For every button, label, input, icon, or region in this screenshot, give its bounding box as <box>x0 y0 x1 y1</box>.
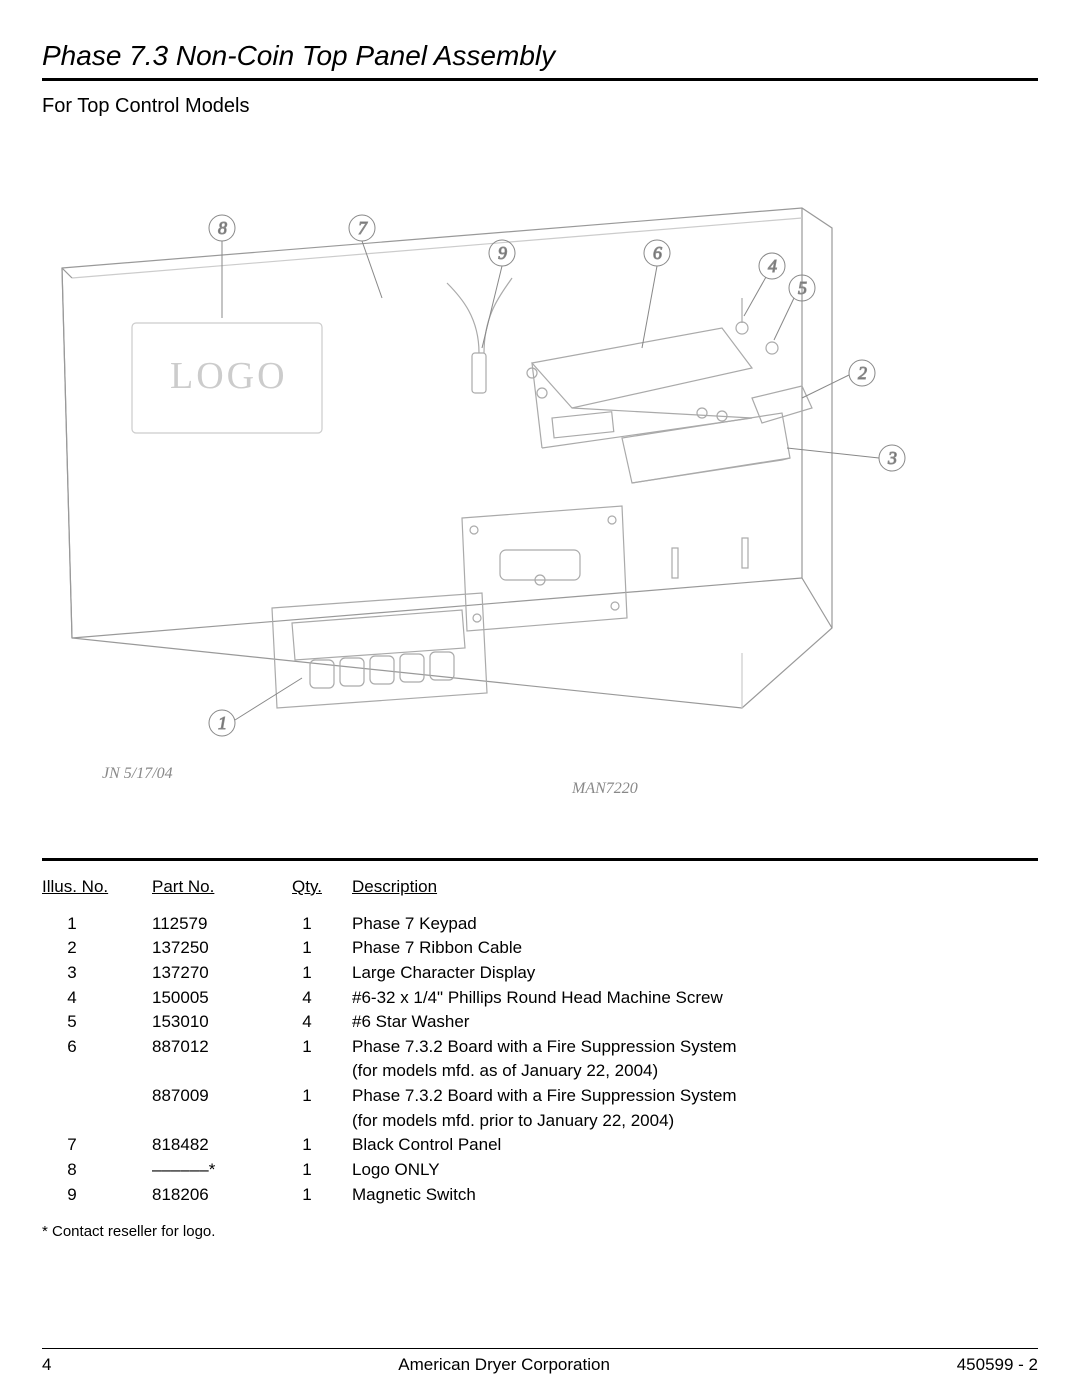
cell-qty: 1 <box>272 1158 342 1183</box>
table-footnote: * Contact reseller for logo. <box>42 1221 1038 1243</box>
assembly-diagram: LOGO <box>42 148 1038 798</box>
cell-part: 153010 <box>152 1010 272 1035</box>
diagram-date: JN 5/17/04 <box>102 765 173 782</box>
cell-part: 137250 <box>152 936 272 961</box>
cell-illus: 9 <box>42 1183 152 1208</box>
cell-part: 818482 <box>152 1133 272 1158</box>
cell-desc: Phase 7.3.2 Board with a Fire Suppressio… <box>342 1084 1038 1109</box>
cell-qty: 1 <box>272 936 342 961</box>
table-row: 31372701Large Character Display <box>42 961 1038 986</box>
cell-desc: Phase 7.3.2 Board with a Fire Suppressio… <box>342 1035 1038 1060</box>
cell-part: 150005 <box>152 986 272 1011</box>
cell-desc: Black Control Panel <box>342 1133 1038 1158</box>
cell-desc: #6 Star Washer <box>342 1010 1038 1035</box>
cell-part: 887009 <box>152 1084 272 1109</box>
callout-1: 1 <box>218 713 227 733</box>
cell-illus: 2 <box>42 936 152 961</box>
callout-3: 3 <box>887 448 897 468</box>
th-part: Part No. <box>152 875 272 900</box>
cell-part: 137270 <box>152 961 272 986</box>
cell-illus: 6 <box>42 1035 152 1060</box>
footer-page: 4 <box>42 1355 51 1375</box>
cell-desc: Logo ONLY <box>342 1158 1038 1183</box>
cell-part <box>152 1109 272 1134</box>
cell-part <box>152 1059 272 1084</box>
logo-placeholder-text: LOGO <box>170 355 288 397</box>
table-body: 11125791Phase 7 Keypad21372501Phase 7 Ri… <box>42 912 1038 1208</box>
parts-table: Illus. No. Part No. Qty. Description 111… <box>42 875 1038 1243</box>
table-row: 11125791Phase 7 Keypad <box>42 912 1038 937</box>
cell-illus <box>42 1109 152 1134</box>
cell-qty <box>272 1109 342 1134</box>
cell-desc: #6-32 x 1/4" Phillips Round Head Machine… <box>342 986 1038 1011</box>
cell-illus: 7 <box>42 1133 152 1158</box>
callout-2: 2 <box>858 363 867 383</box>
cell-qty: 1 <box>272 912 342 937</box>
page-footer: 4 American Dryer Corporation 450599 - 2 <box>42 1348 1038 1375</box>
cell-desc: Large Character Display <box>342 961 1038 986</box>
table-header-row: Illus. No. Part No. Qty. Description <box>42 875 1038 900</box>
section-title: Phase 7.3 Non-Coin Top Panel Assembly <box>42 40 1038 81</box>
section-subtitle: For Top Control Models <box>42 95 1038 118</box>
cell-qty: 4 <box>272 1010 342 1035</box>
callout-7: 7 <box>358 218 368 238</box>
diagram-drawing-no: MAN7220 <box>571 780 638 797</box>
footer-company: American Dryer Corporation <box>398 1355 610 1375</box>
cell-illus: 8 <box>42 1158 152 1183</box>
table-row: 41500054#6-32 x 1/4" Phillips Round Head… <box>42 986 1038 1011</box>
cell-desc: (for models mfd. as of January 22, 2004) <box>342 1059 1038 1084</box>
cell-part: 112579 <box>152 912 272 937</box>
footer-docno: 450599 - 2 <box>957 1355 1038 1375</box>
cell-desc: Magnetic Switch <box>342 1183 1038 1208</box>
table-row: 8––––––*1Logo ONLY <box>42 1158 1038 1183</box>
cell-qty <box>272 1059 342 1084</box>
cell-illus: 5 <box>42 1010 152 1035</box>
table-row: 78184821Black Control Panel <box>42 1133 1038 1158</box>
cell-part: ––––––* <box>152 1158 272 1183</box>
callout-8: 8 <box>218 218 227 238</box>
cell-qty: 4 <box>272 986 342 1011</box>
callout-5: 5 <box>798 278 807 298</box>
cell-desc: (for models mfd. prior to January 22, 20… <box>342 1109 1038 1134</box>
th-illus: Illus. No. <box>42 875 152 900</box>
cell-part: 818206 <box>152 1183 272 1208</box>
callout-6: 6 <box>653 243 662 263</box>
table-row: 21372501Phase 7 Ribbon Cable <box>42 936 1038 961</box>
cell-desc: Phase 7 Ribbon Cable <box>342 936 1038 961</box>
cell-qty: 1 <box>272 1084 342 1109</box>
cell-part: 887012 <box>152 1035 272 1060</box>
cell-illus: 3 <box>42 961 152 986</box>
th-desc: Description <box>342 875 1038 900</box>
table-row: (for models mfd. prior to January 22, 20… <box>42 1109 1038 1134</box>
table-row: 68870121Phase 7.3.2 Board with a Fire Su… <box>42 1035 1038 1060</box>
table-row: 8870091Phase 7.3.2 Board with a Fire Sup… <box>42 1084 1038 1109</box>
callout-9: 9 <box>498 243 507 263</box>
cell-qty: 1 <box>272 1183 342 1208</box>
cell-illus <box>42 1059 152 1084</box>
cell-desc: Phase 7 Keypad <box>342 912 1038 937</box>
cell-qty: 1 <box>272 1133 342 1158</box>
cell-qty: 1 <box>272 961 342 986</box>
cell-illus <box>42 1084 152 1109</box>
cell-qty: 1 <box>272 1035 342 1060</box>
callout-4: 4 <box>768 256 777 276</box>
table-row: (for models mfd. as of January 22, 2004) <box>42 1059 1038 1084</box>
cell-illus: 4 <box>42 986 152 1011</box>
table-row: 51530104#6 Star Washer <box>42 1010 1038 1035</box>
cell-illus: 1 <box>42 912 152 937</box>
table-row: 98182061Magnetic Switch <box>42 1183 1038 1208</box>
table-top-rule <box>42 858 1038 861</box>
th-qty: Qty. <box>272 875 342 900</box>
